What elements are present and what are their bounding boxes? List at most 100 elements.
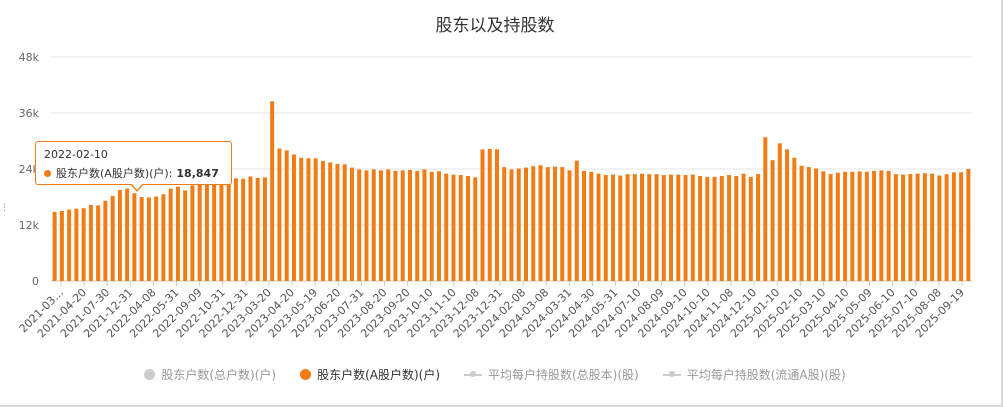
bar — [582, 170, 587, 281]
bar — [864, 171, 869, 281]
bar — [560, 167, 565, 281]
bar — [806, 167, 811, 281]
bar — [407, 169, 412, 281]
bar — [712, 176, 717, 281]
tooltip-series-label: 股东户数(A股户数)(户): — [56, 167, 173, 180]
bar — [291, 154, 296, 281]
x-axis: 2021-03…2021-04-202021-07-302021-12-3120… — [17, 281, 967, 340]
bar — [661, 175, 666, 281]
bar — [951, 172, 956, 281]
bar — [96, 205, 101, 281]
tooltip-row: 股东户数(A股户数)(户): 18,847 — [44, 165, 223, 181]
legend-item-avg-total-shares[interactable]: 平均每户持股数(总股本)(股) — [464, 366, 639, 383]
bar — [190, 185, 195, 281]
bar — [741, 173, 746, 281]
bar — [589, 171, 594, 281]
bar — [690, 174, 695, 281]
bar — [886, 170, 891, 281]
bar — [640, 173, 645, 281]
bar — [915, 173, 920, 281]
bar — [255, 177, 260, 281]
bar — [676, 174, 681, 281]
bar — [777, 143, 782, 281]
bar — [756, 174, 761, 281]
bar — [458, 175, 463, 281]
bar — [139, 197, 144, 281]
bar — [241, 178, 246, 281]
bar — [799, 165, 804, 281]
bar — [683, 175, 688, 281]
bar — [233, 178, 238, 281]
bar — [959, 172, 964, 281]
bar — [132, 193, 137, 281]
bar — [422, 169, 427, 281]
bar — [835, 172, 840, 281]
bar — [393, 170, 398, 281]
legend-item-total-households[interactable]: 股东户数(总户数)(户) — [144, 366, 276, 383]
bar — [473, 177, 478, 281]
bar — [727, 175, 732, 281]
bar — [226, 179, 231, 281]
bar — [415, 170, 420, 281]
y-tick-label: 24k — [19, 163, 40, 176]
tooltip: 2022-02-10 股东户数(A股户数)(户): 18,847 — [35, 141, 232, 185]
bar — [698, 176, 703, 281]
bar — [67, 209, 72, 281]
bar — [937, 175, 942, 281]
bar — [879, 170, 884, 281]
legend-marker — [464, 370, 482, 377]
bar — [444, 173, 449, 281]
bar — [734, 176, 739, 281]
bar — [480, 149, 485, 281]
bar — [284, 150, 289, 281]
legend-marker — [300, 369, 312, 380]
bar — [81, 208, 86, 281]
bar — [117, 190, 122, 281]
bar — [88, 204, 93, 281]
tooltip-value: 18,847 — [176, 166, 219, 180]
bar — [74, 208, 79, 281]
bar — [248, 176, 253, 281]
y-tick-label: 36k — [19, 107, 40, 120]
bar — [320, 161, 325, 281]
bar — [930, 173, 935, 281]
bar — [183, 190, 188, 281]
bar — [603, 175, 608, 281]
bar — [872, 170, 877, 281]
bar — [850, 171, 855, 281]
bar — [893, 174, 898, 281]
chart-title: 股东以及持股数 — [435, 16, 555, 36]
bar — [669, 174, 674, 281]
bar — [763, 137, 768, 281]
bar — [400, 170, 405, 281]
bar — [495, 149, 499, 281]
bar — [386, 169, 391, 281]
legend-item-a-share-households[interactable]: 股东户数(A股户数)(户) — [300, 366, 440, 383]
bar — [146, 197, 151, 281]
resize-handle[interactable]: ⋮ — [0, 203, 9, 213]
bar — [770, 160, 775, 281]
legend-item-avg-float-shares[interactable]: 平均每户持股数(流通A股)(股) — [662, 366, 846, 383]
bar-series — [52, 101, 971, 281]
bar — [719, 176, 724, 281]
bar — [922, 173, 927, 281]
bar — [487, 148, 492, 281]
legend: 股东户数(总户数)(户) 股东户数(A股户数)(户) 平均每户持股数(总股本)(… — [0, 366, 990, 383]
bar — [465, 176, 470, 281]
bar — [516, 168, 521, 281]
bar — [110, 196, 115, 281]
bar — [342, 164, 347, 281]
bar — [103, 200, 108, 281]
bar — [429, 171, 434, 281]
bar — [531, 166, 536, 281]
bar — [944, 174, 949, 281]
bar — [364, 170, 369, 281]
bar — [966, 169, 971, 281]
bar — [204, 178, 209, 281]
bar — [328, 162, 333, 281]
bar — [299, 157, 304, 281]
bar — [625, 174, 630, 281]
bar — [654, 174, 659, 281]
